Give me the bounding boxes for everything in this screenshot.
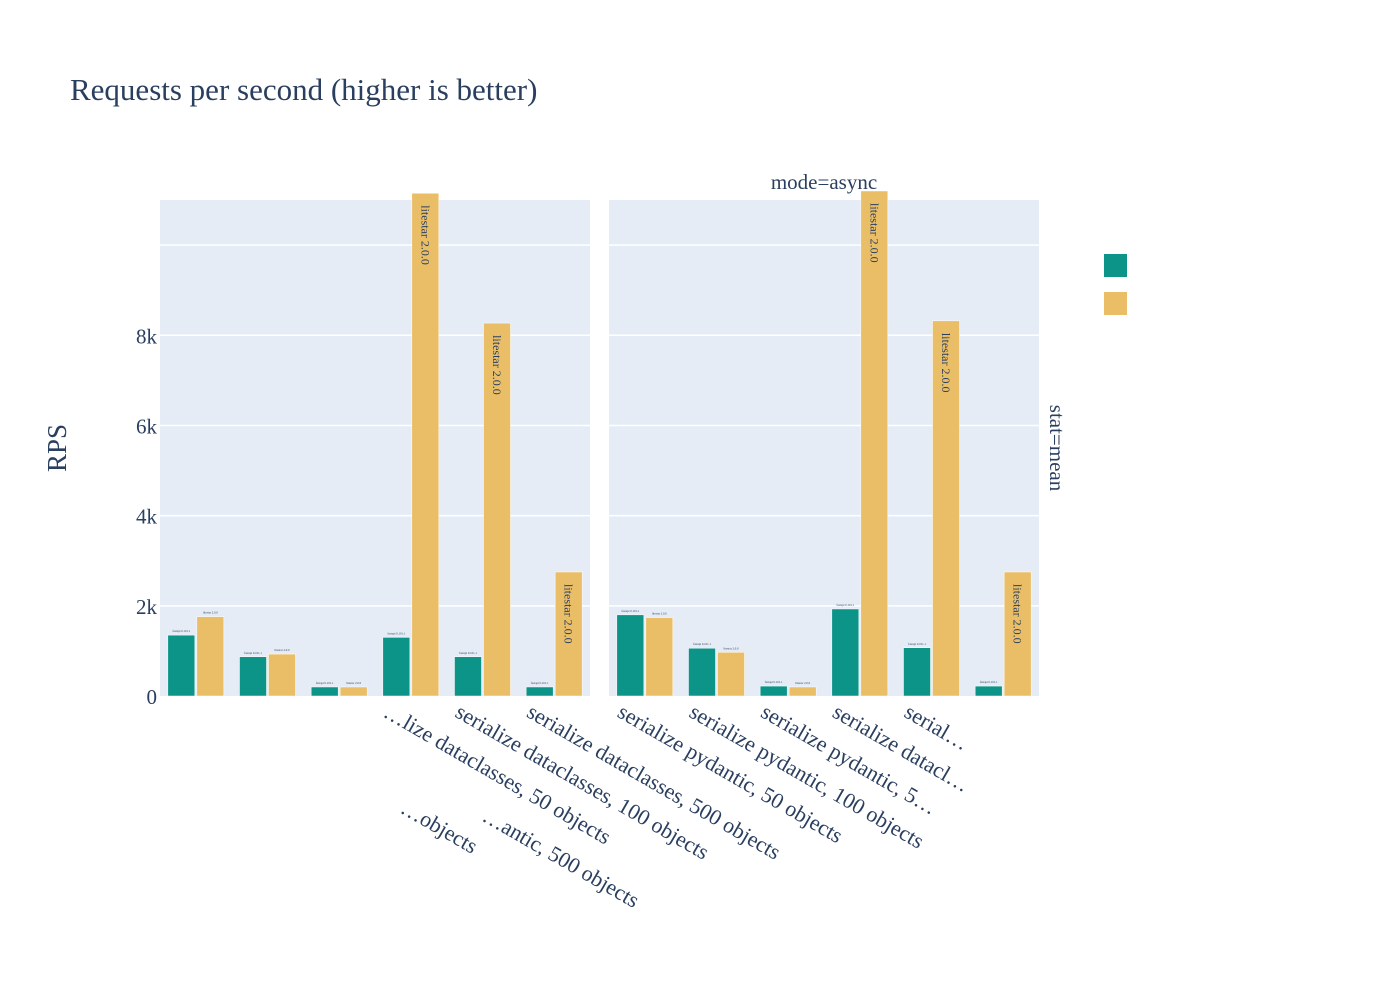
bar-label: litestar 2.0.0: [867, 203, 881, 263]
bar[interactable]: [974, 685, 1003, 697]
bar-label: fastapi 0.101.1: [387, 631, 405, 635]
bar[interactable]: [688, 647, 716, 697]
chart-panels: 0 2k 4k 6k 8k fastapi 0.101.1 litestar 2.0.0 fa…: [136, 170, 1039, 913]
y-tick-label: 2k: [136, 595, 158, 619]
bar-label: fastapi 0.101.1: [459, 651, 477, 655]
y-tick-label: 4k: [136, 505, 158, 529]
bar[interactable]: [831, 608, 860, 697]
bar-label: fastapi 0.101.1: [316, 681, 334, 685]
y-tick-label: 6k: [136, 414, 158, 438]
bar-label: litestar 2.0.0: [346, 681, 361, 685]
bar[interactable]: [339, 686, 368, 697]
bar[interactable]: [1003, 571, 1032, 697]
bar-label: litestar 2.0.0: [203, 611, 218, 615]
bar-label: fastapi 0.101.1: [244, 651, 262, 655]
bar-label: fastapi 0.101.1: [621, 609, 639, 613]
bar-label: litestar 2.0.0: [418, 205, 432, 265]
bar-label: fastapi 0.101.1: [693, 642, 711, 646]
bar[interactable]: [310, 686, 339, 697]
bar-label: litestar 2.0.0: [724, 646, 739, 650]
bar-label: litestar 2.0.0: [795, 681, 810, 685]
facet-label: mode=async: [771, 170, 877, 194]
bar[interactable]: [554, 571, 583, 697]
bar-label: fastapi 0.101.1: [172, 629, 190, 633]
chart-title: Requests per second (higher is better): [70, 72, 537, 107]
bar[interactable]: [903, 647, 931, 697]
bar-label: fastapi 0.101.1: [765, 680, 783, 684]
bar[interactable]: [860, 190, 889, 697]
row-facet-label: stat=mean: [1045, 405, 1069, 492]
bar-label: litestar 2.0.0: [1011, 584, 1025, 644]
bar-label: litestar 2.0.0: [939, 333, 953, 393]
bar[interactable]: [167, 634, 196, 697]
plot-background: [160, 200, 590, 696]
bar-label: litestar 2.0.0: [275, 648, 290, 652]
bar[interactable]: [616, 614, 645, 697]
legend-swatch-2[interactable]: [1104, 292, 1127, 315]
y-tick-label: 8k: [136, 324, 158, 348]
legend[interactable]: [1104, 254, 1127, 315]
bar[interactable]: [645, 617, 674, 697]
bar[interactable]: [239, 656, 267, 697]
x-category-label: …objects: [397, 795, 483, 859]
bar[interactable]: [717, 652, 745, 697]
bar[interactable]: [788, 686, 817, 697]
bar[interactable]: [932, 320, 960, 697]
y-axis-title: RPS: [42, 424, 72, 472]
y-tick-label: 0: [147, 685, 158, 709]
bar[interactable]: [759, 685, 788, 697]
bar[interactable]: [483, 322, 511, 697]
bar-label: litestar 2.0.0: [490, 335, 504, 395]
plot-background: [609, 200, 1039, 696]
bar[interactable]: [196, 616, 225, 697]
bar-label: fastapi 0.101.1: [836, 603, 854, 607]
bar[interactable]: [525, 686, 554, 697]
bar-label: fastapi 0.101.1: [908, 642, 926, 646]
bar-label: litestar 2.0.0: [652, 612, 667, 616]
bar-label: fastapi 0.101.1: [531, 681, 549, 685]
bar[interactable]: [411, 192, 440, 697]
bar[interactable]: [454, 656, 482, 697]
bar[interactable]: [268, 653, 296, 697]
bar[interactable]: [382, 637, 411, 697]
bar-label: litestar 2.0.0: [562, 584, 576, 644]
bar-label: fastapi 0.101.1: [980, 680, 998, 684]
legend-swatch-1[interactable]: [1104, 254, 1127, 277]
